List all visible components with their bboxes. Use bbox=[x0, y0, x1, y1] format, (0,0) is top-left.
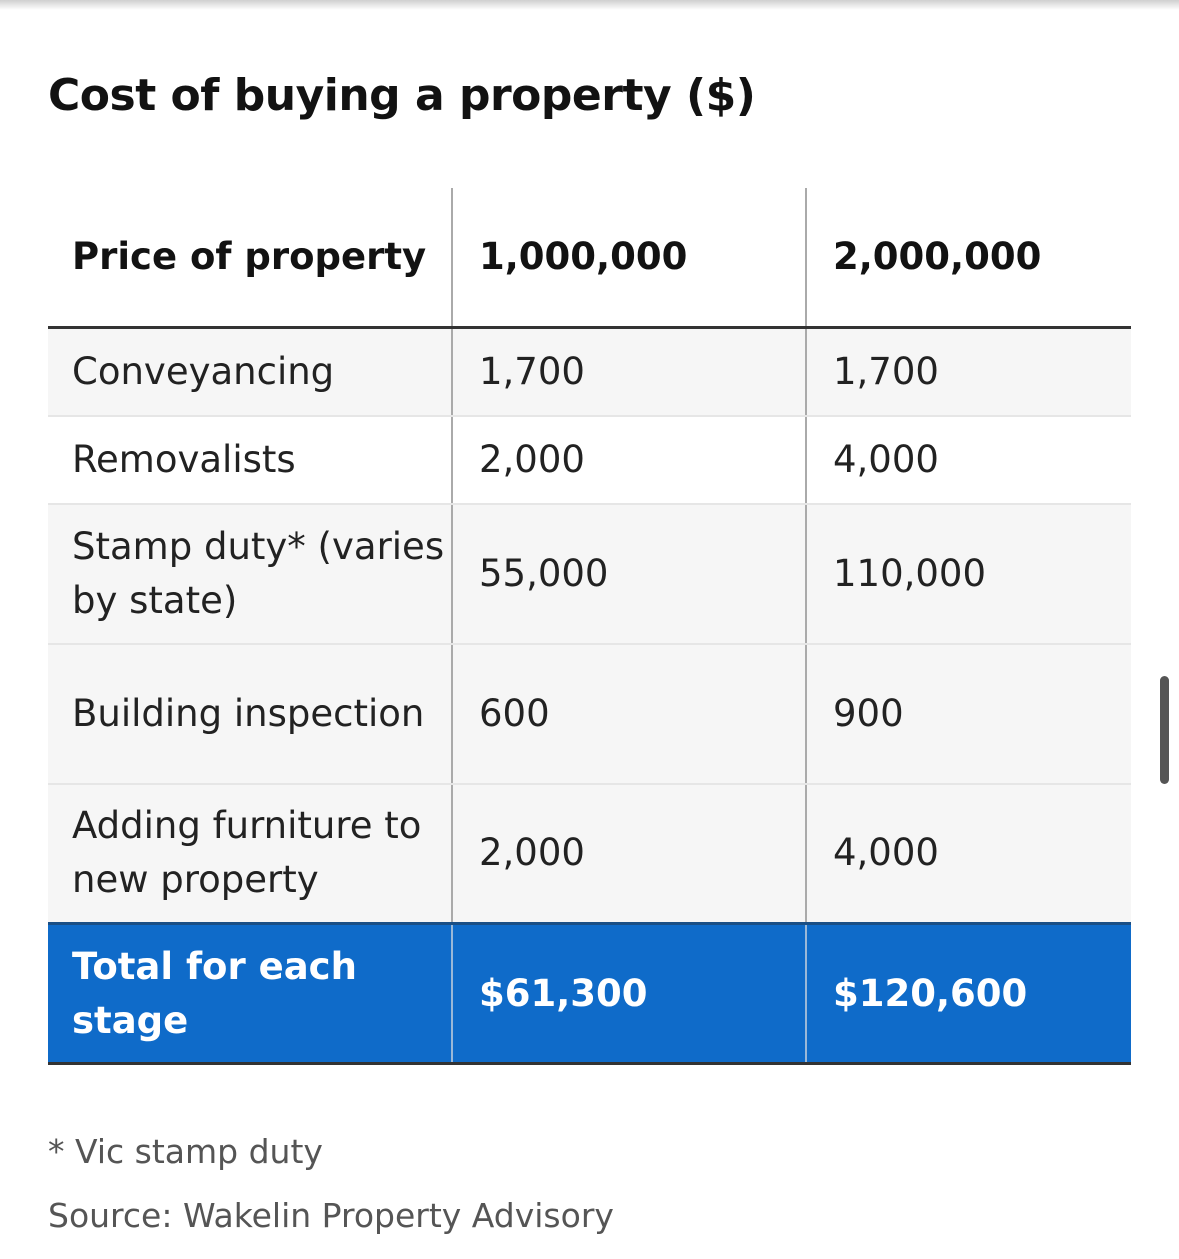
header-price-2: 2,000,000 bbox=[805, 188, 1131, 329]
cell-value: 1,700 bbox=[451, 327, 806, 417]
row-label: Building inspection bbox=[48, 643, 452, 785]
row-label: Conveyancing bbox=[48, 327, 452, 417]
total-label: Total for each stage bbox=[48, 922, 452, 1065]
footnote: * Vic stamp duty bbox=[48, 1132, 323, 1171]
source-note: Source: Wakelin Property Advisory bbox=[48, 1196, 614, 1235]
scrollbar-thumb[interactable] bbox=[1160, 676, 1169, 784]
total-value: $120,600 bbox=[805, 922, 1131, 1065]
cell-value: 55,000 bbox=[451, 503, 806, 645]
header-row: Price of property 1,000,000 2,000,000 bbox=[48, 188, 1131, 329]
row-label: Removalists bbox=[48, 415, 452, 505]
table-row: Stamp duty* (varies by state) 55,000 110… bbox=[48, 503, 1131, 645]
cell-value: 2,000 bbox=[451, 415, 806, 505]
table-row: Removalists 2,000 4,000 bbox=[48, 415, 1131, 505]
table-title: Cost of buying a property ($) bbox=[48, 70, 756, 121]
total-row: Total for each stage $61,300 $120,600 bbox=[48, 922, 1131, 1065]
cost-table: Price of property 1,000,000 2,000,000 Co… bbox=[48, 188, 1131, 1065]
total-value: $61,300 bbox=[451, 922, 806, 1065]
header-label: Price of property bbox=[48, 188, 452, 329]
cell-value: 4,000 bbox=[805, 783, 1131, 925]
cell-value: 2,000 bbox=[451, 783, 806, 925]
cell-value: 110,000 bbox=[805, 503, 1131, 645]
table-row: Adding furniture to new property 2,000 4… bbox=[48, 783, 1131, 925]
row-label: Adding furniture to new property bbox=[48, 783, 452, 925]
cell-value: 900 bbox=[805, 643, 1131, 785]
table-row: Conveyancing 1,700 1,700 bbox=[48, 327, 1131, 417]
cell-value: 4,000 bbox=[805, 415, 1131, 505]
row-label: Stamp duty* (varies by state) bbox=[48, 503, 452, 645]
cell-value: 600 bbox=[451, 643, 806, 785]
table-row: Building inspection 600 900 bbox=[48, 643, 1131, 785]
header-price-1: 1,000,000 bbox=[451, 188, 806, 329]
top-shadow bbox=[0, 0, 1179, 10]
cell-value: 1,700 bbox=[805, 327, 1131, 417]
